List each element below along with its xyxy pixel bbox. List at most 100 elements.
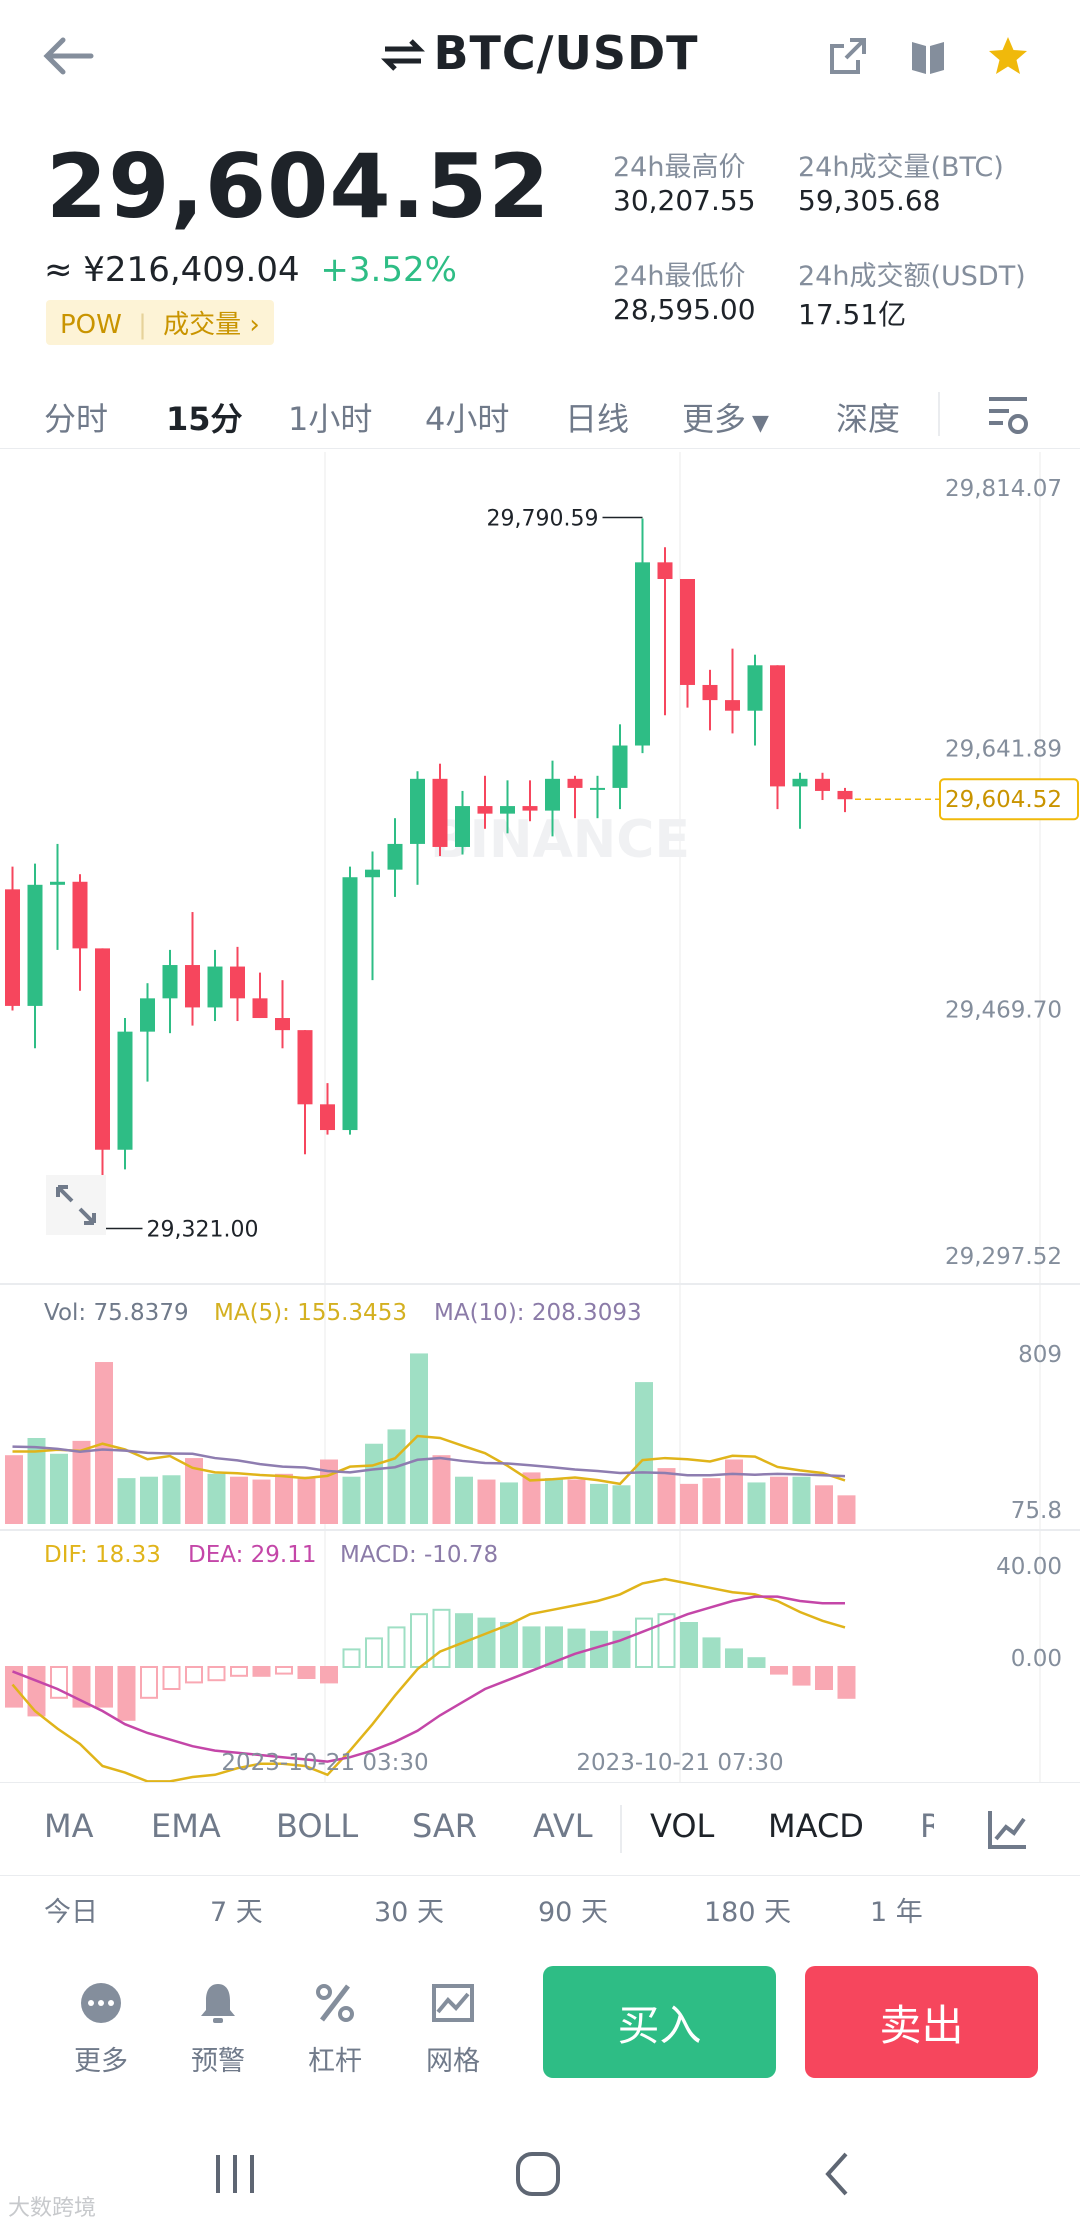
macd-histogram-bar <box>680 1622 698 1668</box>
period-row: 今日 7 天 30 天 90 天 180 天 1 年 <box>0 1890 1080 1940</box>
buy-button[interactable]: 买入 <box>543 1966 776 2078</box>
tab-1h[interactable]: 1小时 <box>288 400 373 438</box>
candle-body <box>297 1030 313 1105</box>
last-price-box <box>939 778 1079 821</box>
y-tick-label: 29,297.52 <box>945 1244 1062 1270</box>
fullscreen-button[interactable] <box>46 1175 106 1235</box>
candle-body <box>72 881 88 949</box>
candle-body <box>5 889 20 1006</box>
candle-body <box>702 684 718 701</box>
macd-histogram-bar <box>365 1637 383 1669</box>
candle-body <box>252 998 268 1019</box>
indicator-ema[interactable]: EMA <box>151 1807 221 1845</box>
pair-label: BTC/USDT <box>433 26 699 80</box>
vol-btc-value: 59,305.68 <box>798 184 941 217</box>
macd-histogram-bar <box>140 1666 158 1699</box>
period-today[interactable]: 今日 <box>44 1897 98 1928</box>
macd-histogram-bar <box>342 1648 361 1669</box>
volume-bar <box>117 1478 136 1524</box>
bottom-action-bar: 更多 预警 杠杆 网格 买入 卖出 <box>0 1960 1080 2080</box>
back-arrow-icon <box>43 37 94 75</box>
period-1y[interactable]: 1 年 <box>870 1897 923 1928</box>
tab-depth[interactable]: 深度 <box>836 400 901 438</box>
tab-timeline[interactable]: 分时 <box>44 400 109 438</box>
share-button[interactable] <box>818 26 878 86</box>
tab-4h[interactable]: 4小时 <box>425 400 510 438</box>
volume-bar <box>612 1485 631 1524</box>
home-icon <box>516 2152 560 2196</box>
tab-15m[interactable]: 15分 <box>166 400 243 438</box>
price-sub-row: ≈ ¥216,409.04 +3.52% <box>44 250 457 290</box>
volume-bar <box>297 1476 316 1524</box>
chart-settings-button[interactable] <box>978 388 1038 440</box>
macd-histogram-bar <box>725 1648 743 1669</box>
macd-histogram-bar <box>522 1626 541 1669</box>
margin-label: 杠杆 <box>308 2046 362 2077</box>
vol-ma5-label: MA(5): 155.3453 <box>214 1300 407 1326</box>
trading-pair-title[interactable]: BTC/USDT <box>0 26 1080 84</box>
macd-histogram-bar <box>387 1626 406 1669</box>
more-dots-icon <box>81 1983 121 2023</box>
period-7d[interactable]: 7 天 <box>210 1897 263 1928</box>
alert-action[interactable]: 预警 <box>173 1980 263 2078</box>
macd-histogram-bar <box>770 1666 788 1675</box>
dif-label: DIF: 18.33 <box>44 1542 161 1568</box>
recent-apps-button[interactable] <box>205 2144 265 2204</box>
grid-action[interactable]: 网格 <box>408 1980 498 2078</box>
candle-body <box>612 745 628 788</box>
last-price: 29,604.52 <box>46 135 551 238</box>
indicator-settings-button[interactable] <box>978 1799 1038 1859</box>
footer-watermark: 大数跨境 <box>8 2196 97 2221</box>
candle-body <box>815 778 830 791</box>
sell-button[interactable]: 卖出 <box>805 1966 1038 2078</box>
macd-histogram-bar <box>117 1666 136 1721</box>
bell-icon <box>201 1984 235 2023</box>
volume-bar <box>792 1476 811 1524</box>
info-button[interactable] <box>898 26 958 86</box>
percent-icon <box>316 1984 354 2022</box>
macd-histogram-bar <box>297 1666 316 1679</box>
tab-more[interactable]: 更多 ▼ <box>682 394 769 440</box>
volume-bar <box>725 1459 743 1524</box>
macd-histogram-bar <box>252 1666 271 1677</box>
candle-body <box>680 578 695 685</box>
candle-body <box>522 806 538 811</box>
period-180d[interactable]: 180 天 <box>704 1897 792 1928</box>
macd-histogram-bar <box>837 1666 856 1699</box>
more-label: 更多 <box>74 2046 128 2077</box>
home-button[interactable] <box>508 2144 568 2204</box>
macd-histogram-bar <box>815 1666 833 1690</box>
chart-line-icon <box>988 1811 1026 1849</box>
high-value: 30,207.55 <box>613 184 756 217</box>
tag-row[interactable]: POW | 成交量 › <box>46 300 274 345</box>
tab-1d[interactable]: 日线 <box>565 400 630 438</box>
volume-bar <box>477 1479 496 1524</box>
volume-bar <box>140 1476 158 1524</box>
system-back-button[interactable] <box>808 2144 868 2204</box>
candle-body <box>747 665 763 711</box>
candle-body <box>230 966 245 999</box>
dif-line <box>11 1577 846 1782</box>
interval-tabs: 分时 15分 1小时 4小时 日线 更多 ▼ 深度 <box>0 380 1080 449</box>
indicator-r[interactable]: R <box>920 1807 934 1845</box>
favorite-button[interactable] <box>978 26 1038 86</box>
volume-bar <box>815 1485 833 1524</box>
candle-body <box>185 965 200 1008</box>
back-button[interactable] <box>30 26 106 86</box>
more-action[interactable]: 更多 <box>56 1980 146 2078</box>
candle-body <box>275 1018 290 1031</box>
indicator-ma[interactable]: MA <box>44 1807 94 1845</box>
grid-label: 网格 <box>426 2046 480 2077</box>
indicator-vol[interactable]: VOL <box>650 1807 715 1845</box>
period-90d[interactable]: 90 天 <box>538 1897 608 1928</box>
indicator-macd[interactable]: MACD <box>768 1807 864 1845</box>
volume-bar <box>252 1479 271 1524</box>
margin-action[interactable]: 杠杆 <box>290 1980 380 2078</box>
chart-area[interactable]: BINANCE 29,814.07 29,641.89 29,469.70 29,29… <box>0 452 1080 1782</box>
macd-histogram-bar <box>95 1666 113 1708</box>
indicator-sar[interactable]: SAR <box>412 1807 478 1845</box>
indicator-avl[interactable]: AVL <box>533 1807 593 1845</box>
period-30d[interactable]: 30 天 <box>374 1897 444 1928</box>
indicator-boll[interactable]: BOLL <box>276 1807 359 1845</box>
candle-body <box>117 1031 133 1150</box>
